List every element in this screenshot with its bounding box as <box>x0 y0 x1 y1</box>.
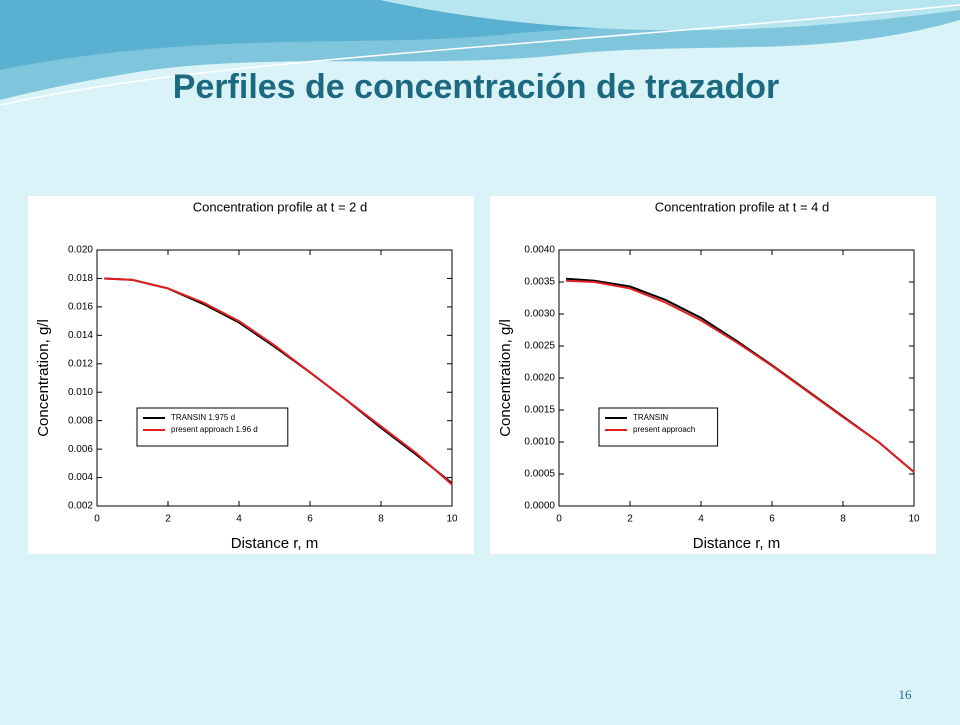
x-tick-label: 10 <box>908 514 920 525</box>
legend-label: present approach <box>633 425 695 434</box>
y-tick-label: 0.0035 <box>524 277 555 288</box>
x-tick-label: 8 <box>378 514 384 525</box>
y-tick-label: 0.0015 <box>524 405 555 416</box>
series-line <box>566 279 915 473</box>
y-tick-label: 0.020 <box>68 245 93 256</box>
slide-title: Perfiles de concentración de trazador <box>173 68 780 106</box>
chart-title: Concentration profile at t = 2 d <box>193 199 368 214</box>
x-tick-label: 4 <box>236 514 242 525</box>
chart-title: Concentration profile at t = 4 d <box>655 199 830 214</box>
series-line <box>104 277 453 486</box>
plot-frame <box>96 249 453 507</box>
y-tick-label: 0.0010 <box>524 437 555 448</box>
x-tick-label: 2 <box>627 514 633 525</box>
legend-label: TRANSIN <box>633 413 668 422</box>
y-tick-label: 0.006 <box>68 444 93 455</box>
x-tick-label: 6 <box>769 514 775 525</box>
wave-line <box>0 4 960 106</box>
plot-frame <box>558 249 915 507</box>
x-tick-label: 4 <box>698 514 704 525</box>
legend-box <box>598 407 719 447</box>
y-tick-label: 0.008 <box>68 415 93 426</box>
y-axis-label: Concentration, g/l <box>35 319 52 437</box>
x-tick-label: 10 <box>446 514 458 525</box>
y-tick-label: 0.0025 <box>524 341 555 352</box>
x-tick-label: 0 <box>556 514 562 525</box>
y-tick-label: 0.016 <box>68 302 93 313</box>
x-axis-label: Distance r, m <box>693 535 781 552</box>
legend-label: TRANSIN 1.975 d <box>171 413 235 422</box>
y-tick-label: 0.0020 <box>524 373 555 384</box>
y-tick-label: 0.0040 <box>524 245 555 256</box>
y-tick-label: 0.012 <box>68 358 93 369</box>
y-tick-label: 0.018 <box>68 273 93 284</box>
legend-box <box>136 407 289 447</box>
y-tick-label: 0.014 <box>68 330 93 341</box>
x-axis-label: Distance r, m <box>231 535 319 552</box>
x-tick-label: 2 <box>165 514 171 525</box>
y-axis-label: Concentration, g/l <box>497 319 514 437</box>
x-tick-label: 8 <box>840 514 846 525</box>
y-tick-label: 0.004 <box>68 472 93 483</box>
chart-panel <box>28 196 474 554</box>
y-tick-label: 0.010 <box>68 387 93 398</box>
page-number: 16 <box>899 687 913 702</box>
y-tick-label: 0.002 <box>68 501 93 512</box>
x-tick-label: 0 <box>94 514 100 525</box>
y-tick-label: 0.0005 <box>524 469 555 480</box>
wave <box>380 0 960 31</box>
y-tick-label: 0.0000 <box>524 501 555 512</box>
chart-panel <box>490 196 936 554</box>
x-tick-label: 6 <box>307 514 313 525</box>
y-tick-label: 0.0030 <box>524 309 555 320</box>
legend-label: present approach 1.96 d <box>171 425 258 434</box>
